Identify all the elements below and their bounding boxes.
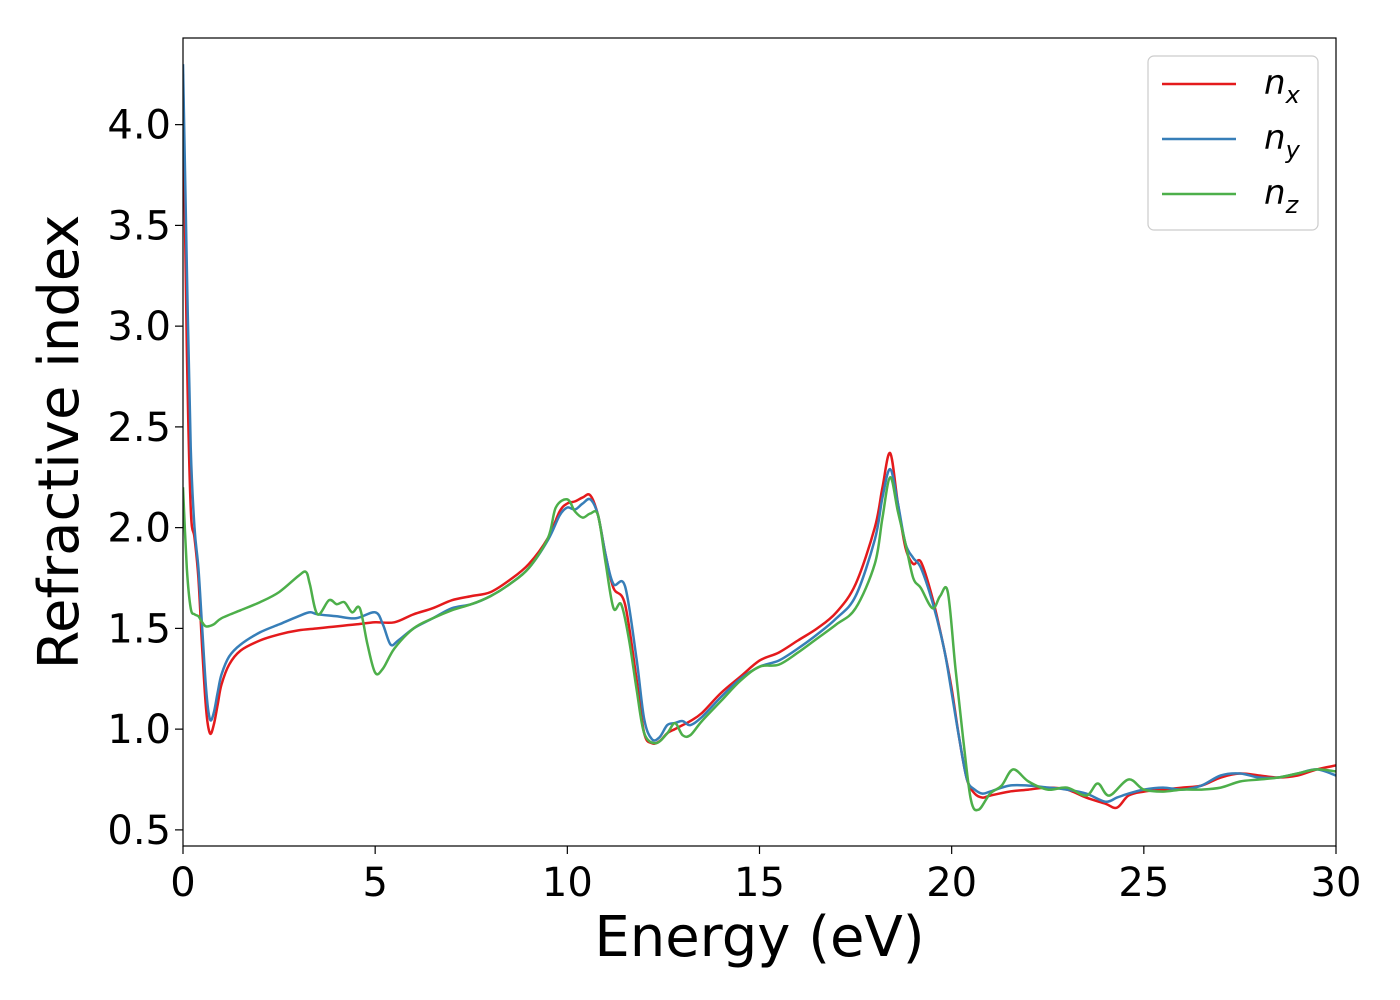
series-line-z [183, 476, 1336, 812]
legend-label-y: ny [1264, 118, 1301, 164]
axis-ticks: 0 5 10 15 20 25 30 0.5 1.0 1.5 2.0 2.5 3.0 3.5 4.0 [107, 103, 1361, 906]
y-axis-label: Refractive index [27, 215, 92, 670]
y-tick-label: 3.5 [107, 203, 171, 249]
legend-label-subscript: x [1285, 81, 1301, 109]
y-tick-label: 1.0 [107, 707, 171, 753]
x-tick-label: 25 [1118, 860, 1169, 906]
x-tick-label: 20 [926, 860, 977, 906]
y-tick-label: 2.0 [107, 506, 171, 552]
legend-label-subscript: y [1285, 136, 1301, 164]
x-tick-label: 15 [734, 860, 785, 906]
x-tick-label: 0 [170, 860, 195, 906]
legend-label-x: nx [1264, 63, 1301, 109]
y-tick-label: 0.5 [107, 808, 171, 854]
y-tick-label: 3.0 [107, 304, 171, 350]
plot-frame [182, 37, 1337, 847]
y-tick-label: 1.5 [107, 606, 171, 652]
legend-label-base: n [1264, 173, 1286, 213]
legend-label-base: n [1264, 63, 1286, 103]
y-tick-label: 2.5 [107, 405, 171, 451]
x-tick-label: 10 [542, 860, 593, 906]
x-tick-label: 5 [362, 860, 387, 906]
y-tick-label: 4.0 [107, 103, 171, 149]
legend-label-z: nz [1264, 173, 1300, 219]
series-lines [183, 64, 1336, 812]
x-tick-label: 30 [1311, 860, 1362, 906]
legend-label-base: n [1264, 118, 1286, 158]
legend-label-subscript: z [1285, 191, 1300, 219]
legend-box [1147, 55, 1319, 231]
x-axis-label: Energy (eV) [594, 905, 924, 970]
